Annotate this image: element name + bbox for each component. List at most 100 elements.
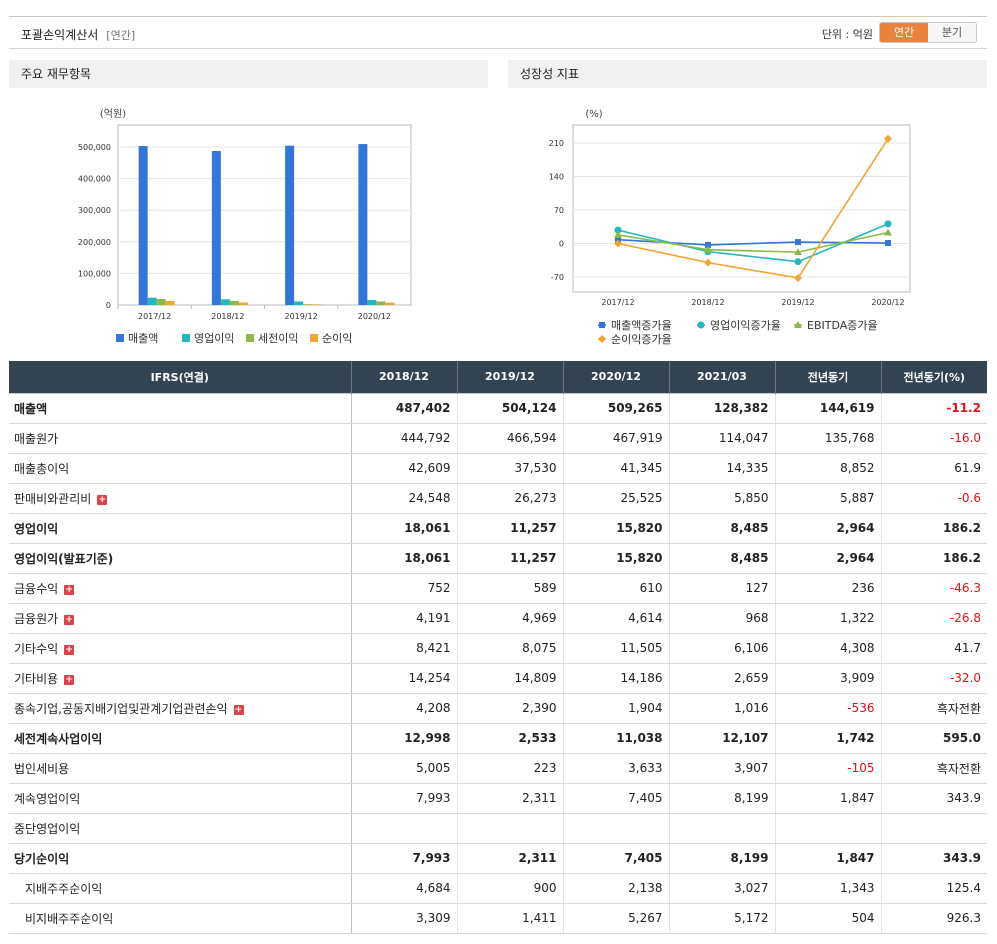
value-cell: 5,172 [669,903,776,934]
row-label: 판매비와관리비 [14,491,92,506]
value-cell: 3,027 [669,873,776,904]
value-cell: 125.4 [881,873,987,904]
value-cell: 41,345 [563,453,670,484]
expand-plus-icon[interactable]: + [64,674,75,685]
value-cell: -26.8 [881,603,987,634]
value-cell: 467,919 [563,423,670,454]
table-row: 계속영업이익 7,993 2,311 7,405 8,199 1,847 343.9 [9,783,987,814]
y-tick-label: 200,000 [78,238,111,247]
value-cell: 7,993 [351,783,458,814]
y-tick-label: 400,000 [78,175,111,184]
value-cell: 5,005 [351,753,458,784]
y-tick-label: 140 [549,173,564,182]
row-label-cell: 금융수익 + [9,573,352,604]
point-marker [704,245,712,253]
value-cell: 1,847 [775,843,882,874]
y-tick-label: 70 [554,206,564,215]
value-cell: 61.9 [881,453,987,484]
value-cell: -536 [775,693,882,724]
value-cell: 487,402 [351,392,458,424]
value-cell: 3,633 [563,753,670,784]
header-period: 2019/12 [457,361,564,393]
value-cell: 128,382 [669,392,776,424]
point-marker [614,239,622,248]
annual-toggle-button[interactable]: 연간 [880,23,928,42]
growth-line-chart: 210 140 70 0 -70 (%) 2017/12 2018/12 2019/12 2020… [549,109,911,346]
financial-items-bar-chart: 500,000 400,000 300,000 200,000 100,000 0 (억원)… [78,108,412,345]
value-cell: -11.2 [881,392,987,424]
value-cell [457,813,564,844]
table-row: 영업이익 18,061 11,257 15,820 8,485 2,964 186.2 [9,513,987,544]
row-label: 당기순이익 [14,851,70,866]
table-row: 매출액 487,402 504,124 509,265 128,382 144,619 -1… [9,392,987,424]
point-marker [614,226,622,234]
expand-plus-icon[interactable]: + [64,614,75,625]
bar [358,144,368,305]
value-cell: 15,820 [563,543,670,574]
table-row: 세전계속사업이익 12,998 2,533 11,038 12,107 1,742 595.… [9,723,987,754]
expand-plus-icon[interactable]: + [64,584,75,595]
value-cell: 114,047 [669,423,776,454]
value-cell: 223 [457,753,564,784]
row-label: 금융수익 [14,581,59,596]
legend-label: 순이익 [322,332,352,345]
point-marker [598,335,606,343]
value-cell: 2,311 [457,783,564,814]
quarter-toggle-button[interactable]: 분기 [928,23,976,42]
header-period: 2018/12 [351,361,458,393]
table-row: 금융원가 +4,191 4,969 4,614 968 1,322 -26.8 [9,603,987,634]
x-tick-label: 2017/12 [601,298,634,307]
legend-swatch [310,334,318,342]
legend-label: 순이익증가율 [611,333,672,346]
value-cell: 186.2 [881,513,987,544]
header-ifrs: IFRS(연결) [9,361,352,393]
value-cell: -32.0 [881,663,987,694]
value-cell [775,813,882,844]
legend-label: 매출액증가율 [611,319,672,332]
value-cell: 12,107 [669,723,776,754]
value-cell: 343.9 [881,783,987,814]
bar [367,300,377,305]
point-marker [884,228,892,236]
table-row: 금융수익 +752 589 610 127 236 -46.3 [9,573,987,604]
y-unit-label: (억원) [100,108,126,120]
value-cell: 6,106 [669,633,776,664]
value-cell: 4,684 [351,873,458,904]
value-cell: 2,964 [775,543,882,574]
row-label-cell: 판매비와관리비 + [9,483,352,514]
value-cell: 504,124 [457,392,564,424]
table-row: 법인세비용 5,005 223 3,633 3,907 -105 흑자전환 [9,753,987,784]
expand-plus-icon[interactable]: + [233,704,244,715]
row-label: 기타비용 [14,671,59,686]
value-cell: 900 [457,873,564,904]
row-label: 영업이익 [14,521,59,536]
value-cell: 8,075 [457,633,564,664]
expand-plus-icon[interactable]: + [64,644,75,655]
x-tick-label: 2019/12 [285,312,318,321]
value-cell: 343.9 [881,843,987,874]
value-cell: 752 [351,573,458,604]
expand-plus-icon[interactable]: + [97,494,108,505]
value-cell: 135,768 [775,423,882,454]
legend-label: EBITDA증가율 [807,319,878,332]
point-marker [794,321,802,328]
table-row: 종속기업,공동지배기업및관계기업관련손익 +4,208 2,390 1,904 1,01… [9,693,987,724]
bar [211,150,221,305]
series-line [617,138,889,279]
x-tick-label: 2019/12 [781,298,814,307]
bar [312,304,322,305]
row-label-cell: 매출원가 [9,423,352,454]
row-label-cell: 법인세비용 [9,753,352,784]
value-cell: 3,907 [669,753,776,784]
value-cell: 595.0 [881,723,987,754]
bar [147,297,157,305]
bar [156,298,166,305]
row-label: 매출액 [14,401,48,416]
value-cell: 2,390 [457,693,564,724]
point-marker [795,239,801,246]
financial-items-panel-title: 주요 재무항목 [9,60,488,88]
value-cell: 11,257 [457,543,564,574]
value-cell: 26,273 [457,483,564,514]
bar [385,302,395,305]
row-label: 계속영업이익 [14,791,81,806]
